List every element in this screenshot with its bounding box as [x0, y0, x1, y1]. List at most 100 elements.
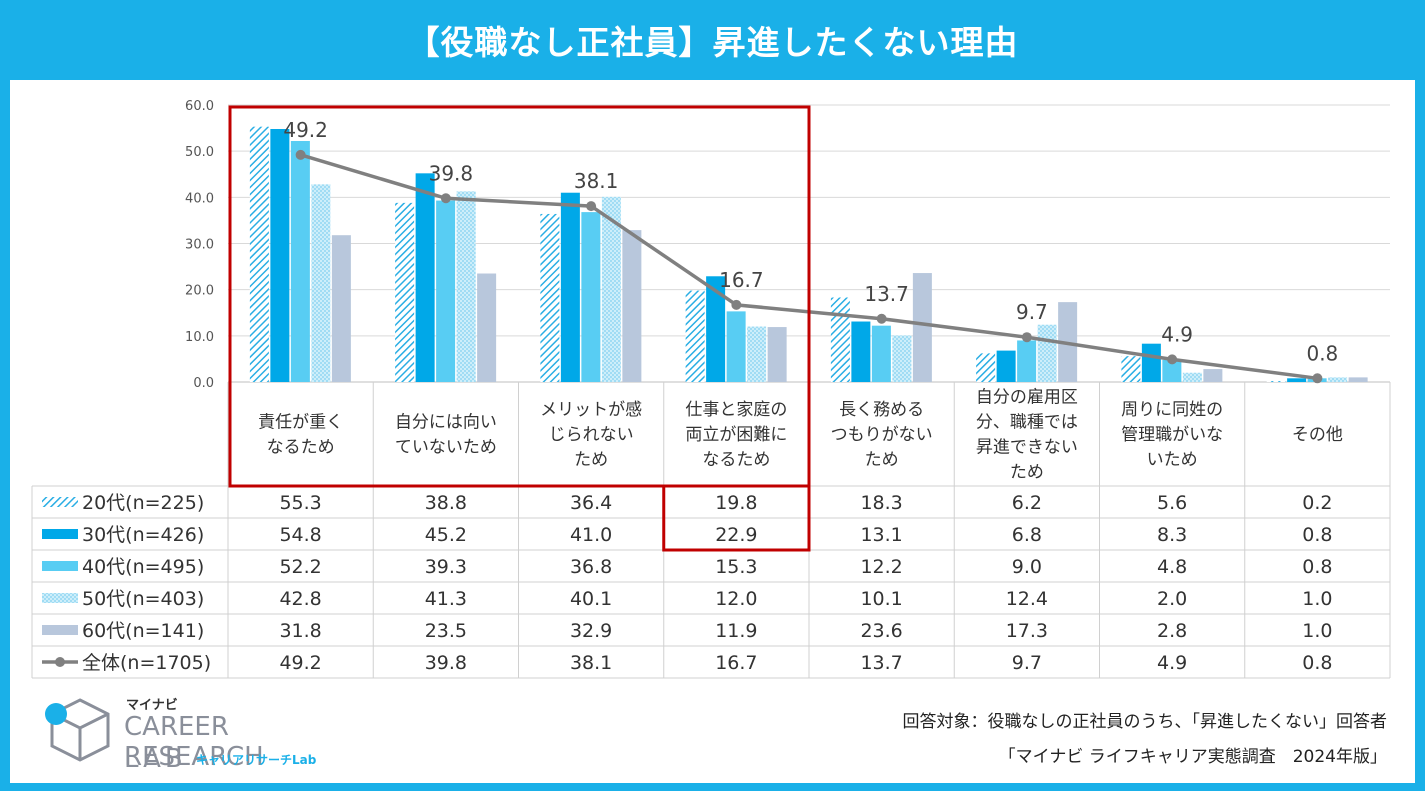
table-cell-value: 49.2: [279, 652, 321, 674]
total-data-label: 16.7: [719, 268, 764, 292]
table-cell-value: 9.7: [1012, 652, 1042, 674]
table-cell-value: 23.6: [860, 620, 902, 642]
bar-50s: [892, 335, 912, 382]
table-cell-value: 13.1: [860, 524, 902, 546]
chart-svg: 0.0 10.0 20.0 30.0 40.0 50.0 60.0 49.2 39.8 38.1…: [31, 99, 1391, 679]
table-cell-value: 38.1: [570, 652, 612, 674]
legend-series-name: 50代(n=403): [82, 588, 204, 610]
bar-50s: [1037, 324, 1057, 382]
table-cell-value: 2.0: [1157, 588, 1187, 610]
category-label: じられない: [549, 425, 634, 445]
table-cell-value: 1.0: [1302, 620, 1332, 642]
bar-30s: [851, 321, 871, 382]
category-label: ため: [1010, 463, 1044, 483]
table-cell-value: 6.8: [1012, 524, 1042, 546]
highlight-box-top4: [228, 105, 811, 488]
table-cell-value: 5.6: [1157, 492, 1187, 514]
table-cell-value: 12.4: [1006, 588, 1048, 610]
table-cell-value: 11.9: [715, 620, 757, 642]
table-cell-value: 17.3: [1006, 620, 1048, 642]
category-label: なるため: [267, 438, 335, 458]
category-label: 自分の雇用区: [976, 388, 1078, 408]
bar-60s: [1203, 369, 1223, 382]
career-research-lab-logo: マイナビ CAREER RESEARCH LAB キャリアリサーチLab: [36, 694, 366, 774]
legend-key-bar: [42, 625, 78, 635]
table-cell-value: 12.0: [715, 588, 757, 610]
y-tick-label: 10.0: [185, 330, 214, 345]
table-cell-value: 0.8: [1302, 524, 1332, 546]
legend-series-name: 40代(n=495): [82, 556, 204, 578]
table-cell-value: 42.8: [279, 588, 321, 610]
chart-title-bar: 【役職なし正社員】昇進したくない理由: [0, 0, 1425, 80]
bar-40s: [726, 311, 746, 382]
bar-20s: [395, 202, 415, 382]
table-cell-value: 41.3: [425, 588, 467, 610]
legend-key-bar: [42, 593, 78, 603]
category-label: ため: [574, 450, 608, 470]
category-label: なるため: [702, 450, 770, 470]
table-cell-value: 12.2: [860, 556, 902, 578]
bar-20s: [685, 290, 705, 382]
total-point: [586, 201, 597, 212]
bar-60s: [767, 327, 787, 382]
category-label: 昇進できない: [976, 438, 1078, 458]
table-cell-value: 22.9: [715, 524, 757, 546]
legend-series-name: 20代(n=225): [82, 492, 204, 514]
bar-40s: [1162, 359, 1182, 382]
bar-20s: [830, 297, 850, 382]
bar-40s: [871, 325, 891, 382]
category-label: 分、職種では: [976, 413, 1078, 433]
bar-50s: [1328, 377, 1348, 382]
table-cell-value: 52.2: [279, 556, 321, 578]
table-cell-value: 15.3: [715, 556, 757, 578]
category-label: 両立が困難に: [685, 425, 787, 445]
bar-60s: [912, 273, 932, 382]
y-tick-label: 20.0: [185, 284, 214, 299]
table-cell-value: 2.8: [1157, 620, 1187, 642]
bar-30s: [1287, 378, 1307, 382]
logo-brand: マイナビ: [126, 698, 178, 713]
y-tick-label: 30.0: [185, 238, 214, 253]
bar-50s: [601, 196, 621, 382]
category-label: 責任が重く: [258, 413, 343, 433]
bar-30s: [270, 129, 290, 382]
total-data-label: 49.2: [283, 118, 328, 142]
bar-30s: [560, 192, 580, 382]
bar-50s: [1182, 372, 1202, 382]
table-cell-value: 36.8: [570, 556, 612, 578]
chart-panel: 0.0 10.0 20.0 30.0 40.0 50.0 60.0 49.2 39.8 38.1…: [10, 80, 1415, 783]
category-label: 仕事と家庭の: [685, 400, 787, 420]
logo-sub: キャリアリサーチLab: [196, 753, 317, 767]
table-cell-value: 54.8: [279, 524, 321, 546]
category-label: 周りに同姓の: [1121, 400, 1223, 420]
table-cell-value: 41.0: [570, 524, 612, 546]
bar-20s: [1266, 381, 1286, 382]
table-cell-value: 1.0: [1302, 588, 1332, 610]
table-cell-value: 39.3: [425, 556, 467, 578]
category-label: ていないため: [395, 438, 497, 458]
total-data-label: 9.7: [1016, 300, 1048, 324]
bar-60s: [622, 230, 642, 382]
bar-30s: [706, 276, 726, 382]
table-cell-value: 32.9: [570, 620, 612, 642]
category-label: その他: [1292, 425, 1343, 445]
table-cell-value: 23.5: [425, 620, 467, 642]
category-label: ため: [865, 450, 899, 470]
table-cell-value: 38.8: [425, 492, 467, 514]
y-tick-label: 50.0: [185, 145, 214, 160]
table-cell-value: 13.7: [860, 652, 902, 674]
bar-60s: [1348, 377, 1368, 382]
table-cell-value: 55.3: [279, 492, 321, 514]
total-data-label: 13.7: [864, 282, 909, 306]
table-cell-value: 0.8: [1302, 556, 1332, 578]
y-tick-label: 60.0: [185, 99, 214, 114]
footnote-source: 「マイナビ ライフキャリア実態調査 2024年版」: [998, 747, 1387, 767]
table-cell-value: 31.8: [279, 620, 321, 642]
bar-40s: [290, 141, 310, 382]
chart-title: 【役職なし正社員】昇進したくない理由: [406, 23, 1019, 62]
legend-key-bar: [42, 497, 78, 507]
table-cell-value: 36.4: [570, 492, 612, 514]
table-cell-value: 19.8: [715, 492, 757, 514]
logo-line1: CAREER RESEARCH: [124, 712, 264, 772]
table-cell-value: 39.8: [425, 652, 467, 674]
